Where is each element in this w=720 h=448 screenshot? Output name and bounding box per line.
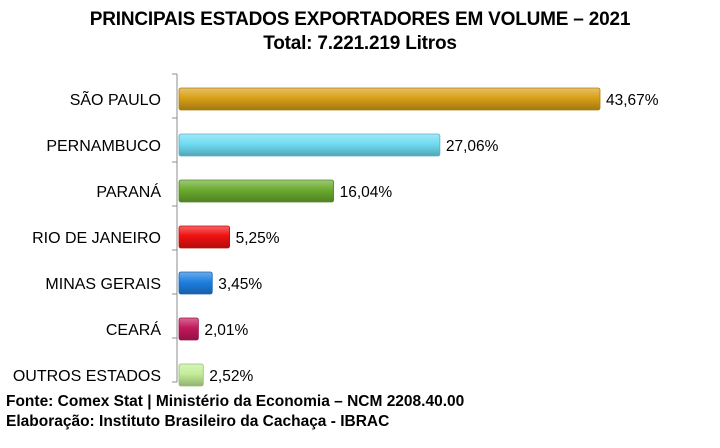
value-label-0: 43,67% <box>606 92 659 109</box>
bar-6 <box>178 363 204 387</box>
credit-note: Elaboração: Instituto Brasileiro da Cach… <box>6 413 390 430</box>
value-label-2: 16,04% <box>340 184 393 201</box>
chart-title-block: PRINCIPAIS ESTADOS EXPORTADORES EM VOLUM… <box>0 8 720 56</box>
value-label-5: 2,01% <box>204 322 248 339</box>
category-label-3: RIO DE JANEIRO <box>32 230 161 247</box>
bar-3 <box>178 225 231 249</box>
bar-0 <box>178 87 601 111</box>
chart-footer: Fonte: Comex Stat | Ministério da Econom… <box>6 392 464 432</box>
category-label-4: MINAS GERAIS <box>45 276 161 293</box>
category-label-6: OUTROS ESTADOS <box>13 368 161 385</box>
category-label-0: SÃO PAULO <box>70 89 161 109</box>
value-label-3: 5,25% <box>236 230 280 247</box>
bar-2 <box>178 179 335 203</box>
category-label-5: CEARÁ <box>106 320 161 339</box>
bar-4 <box>178 271 213 295</box>
bar-1 <box>178 133 441 157</box>
category-label-1: PERNAMBUCO <box>46 138 161 155</box>
bar-5 <box>178 317 199 341</box>
chart-title: PRINCIPAIS ESTADOS EXPORTADORES EM VOLUM… <box>89 9 631 30</box>
chart-subtitle: Total: 7.221.219 Litros <box>263 33 457 54</box>
value-label-1: 27,06% <box>446 138 499 155</box>
value-label-4: 3,45% <box>218 276 262 293</box>
value-label-6: 2,52% <box>209 368 253 385</box>
source-note: Fonte: Comex Stat | Ministério da Econom… <box>6 393 465 410</box>
category-label-2: PARANÁ <box>96 182 161 201</box>
